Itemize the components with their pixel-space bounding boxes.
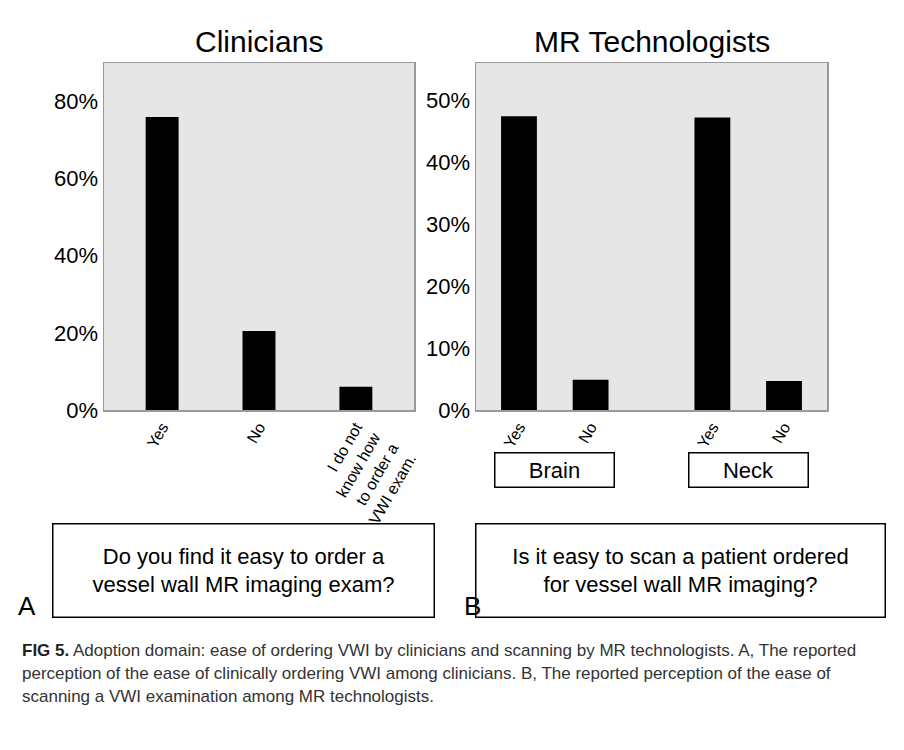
svg-text:No: No — [575, 420, 600, 446]
svg-text:0%: 0% — [66, 398, 98, 423]
svg-text:A: A — [18, 591, 36, 621]
svg-text:20%: 20% — [54, 321, 98, 346]
svg-text:Yes: Yes — [144, 420, 172, 451]
svg-text:B: B — [464, 591, 481, 621]
svg-text:40%: 40% — [54, 243, 98, 268]
svg-text:10%: 10% — [426, 336, 470, 361]
svg-text:MR Technologists: MR Technologists — [534, 25, 770, 58]
svg-text:0%: 0% — [438, 398, 470, 423]
svg-text:Yes: Yes — [694, 420, 722, 451]
html-text:FIG 5. Adoption domain: ease o: FIG 5. Adoption domain: ease of ordering… — [22, 641, 857, 706]
svg-text:No: No — [244, 420, 269, 446]
svg-text:Clinicians: Clinicians — [195, 25, 323, 58]
svg-text:60%: 60% — [54, 166, 98, 191]
svg-text:80%: 80% — [54, 89, 98, 114]
svg-text:Do you find it easy to order a: Do you find it easy to order avessel wal… — [93, 544, 395, 598]
svg-text:50%: 50% — [426, 88, 470, 113]
svg-text:Yes: Yes — [501, 420, 529, 451]
svg-text:No: No — [769, 420, 794, 446]
svg-text:Is it easy to scan a patient o: Is it easy to scan a patient orderedfor … — [512, 544, 848, 598]
svg-text:40%: 40% — [426, 150, 470, 175]
svg-text:Brain: Brain — [529, 458, 580, 483]
svg-text:I do notknow howto order aVWI: I do notknow howto order aVWI exam. — [312, 419, 420, 527]
svg-text:30%: 30% — [426, 212, 470, 237]
svg-text:20%: 20% — [426, 274, 470, 299]
svg-text:Neck: Neck — [723, 458, 774, 483]
